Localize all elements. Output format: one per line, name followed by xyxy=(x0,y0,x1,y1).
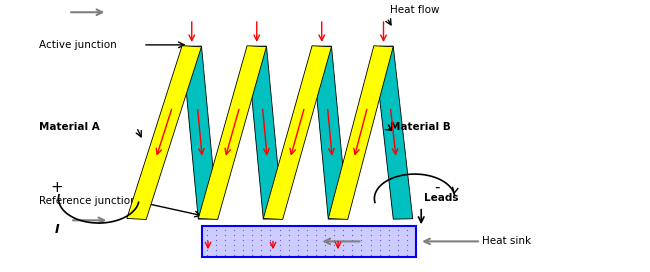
Text: -: - xyxy=(435,180,440,195)
Polygon shape xyxy=(247,46,283,219)
Text: Leads: Leads xyxy=(424,193,458,203)
Text: Heat sink: Heat sink xyxy=(482,236,532,246)
Text: Material B: Material B xyxy=(390,122,450,132)
Text: Heat flow: Heat flow xyxy=(390,5,439,15)
Polygon shape xyxy=(328,46,393,220)
Text: Reference junction: Reference junction xyxy=(39,196,136,206)
Polygon shape xyxy=(198,46,266,220)
Polygon shape xyxy=(263,46,332,220)
Text: +: + xyxy=(51,180,64,195)
Bar xyxy=(202,226,416,257)
Polygon shape xyxy=(374,46,413,219)
Text: Material A: Material A xyxy=(39,122,99,132)
Polygon shape xyxy=(182,46,218,219)
Polygon shape xyxy=(127,46,202,220)
Polygon shape xyxy=(312,46,348,219)
Text: Active junction: Active junction xyxy=(39,40,117,50)
Text: I: I xyxy=(55,223,60,236)
